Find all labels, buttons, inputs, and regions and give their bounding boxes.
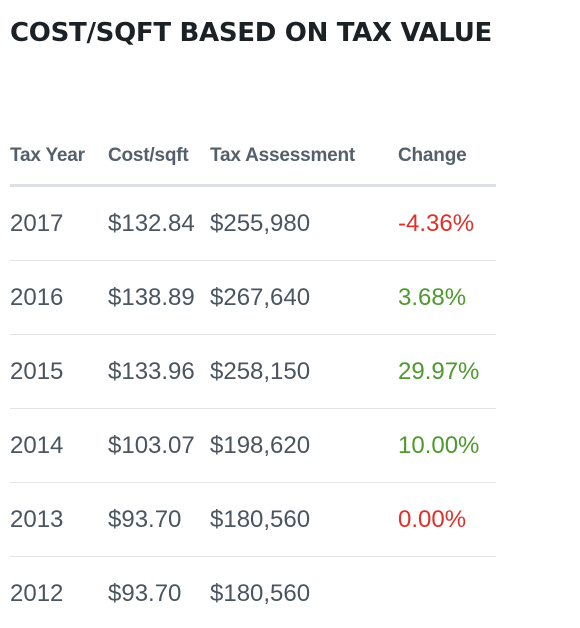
cell-cost-sqft: $103.07 — [108, 408, 210, 483]
tax-history-table: Tax Year Cost/sqft Tax Assessment Change… — [10, 128, 496, 628]
cell-change: 0.00% — [398, 482, 496, 557]
cell-change: 10.00% — [398, 408, 496, 483]
cell-tax-assessment: $255,980 — [210, 185, 398, 261]
cell-tax-year: 2014 — [10, 408, 108, 483]
cell-change — [398, 557, 496, 628]
cell-cost-sqft: $138.89 — [108, 260, 210, 335]
cell-tax-assessment: $180,560 — [210, 579, 311, 607]
table-row: 2013 $93.70 $180,560 0.00% — [10, 482, 496, 557]
cell-tax-year: 2016 — [10, 260, 108, 335]
section-title: COST/SQFT BASED ON TAX VALUE — [10, 18, 493, 48]
cell-tax-year: 2012 — [10, 579, 64, 607]
cell-cost-sqft: $133.96 — [108, 334, 210, 409]
table-row: 2012 $93.70 $180,560 — [10, 557, 496, 628]
header-tax-assessment: Tax Assessment — [210, 128, 398, 187]
cell-cost-sqft: $93.70 — [108, 482, 210, 557]
cell-tax-year: 2013 — [10, 482, 108, 557]
cell-tax-assessment: $258,150 — [210, 334, 398, 409]
cell-change: -4.36% — [398, 185, 496, 261]
header-cost-sqft: Cost/sqft — [108, 128, 210, 187]
table-row: 2017 $132.84 $255,980 -4.36% — [10, 185, 496, 261]
cell-tax-year: 2017 — [10, 185, 108, 261]
table-row: 2016 $138.89 $267,640 3.68% — [10, 260, 496, 335]
table-row: 2014 $103.07 $198,620 10.00% — [10, 408, 496, 483]
table-row: 2015 $133.96 $258,150 29.97% — [10, 334, 496, 409]
cell-cost-sqft: $132.84 — [108, 185, 210, 261]
cell-tax-assessment: $267,640 — [210, 260, 398, 335]
cell-tax-year: 2015 — [10, 334, 108, 409]
header-tax-year: Tax Year — [10, 128, 108, 187]
cell-cost-sqft: $93.70 — [108, 579, 182, 607]
cell-tax-assessment: $180,560 — [210, 482, 398, 557]
cell-change: 29.97% — [398, 334, 496, 409]
cell-change: 3.68% — [398, 260, 496, 335]
cell-tax-assessment: $198,620 — [210, 408, 398, 483]
header-change: Change — [398, 128, 496, 187]
table-header-row: Tax Year Cost/sqft Tax Assessment Change — [10, 128, 496, 187]
